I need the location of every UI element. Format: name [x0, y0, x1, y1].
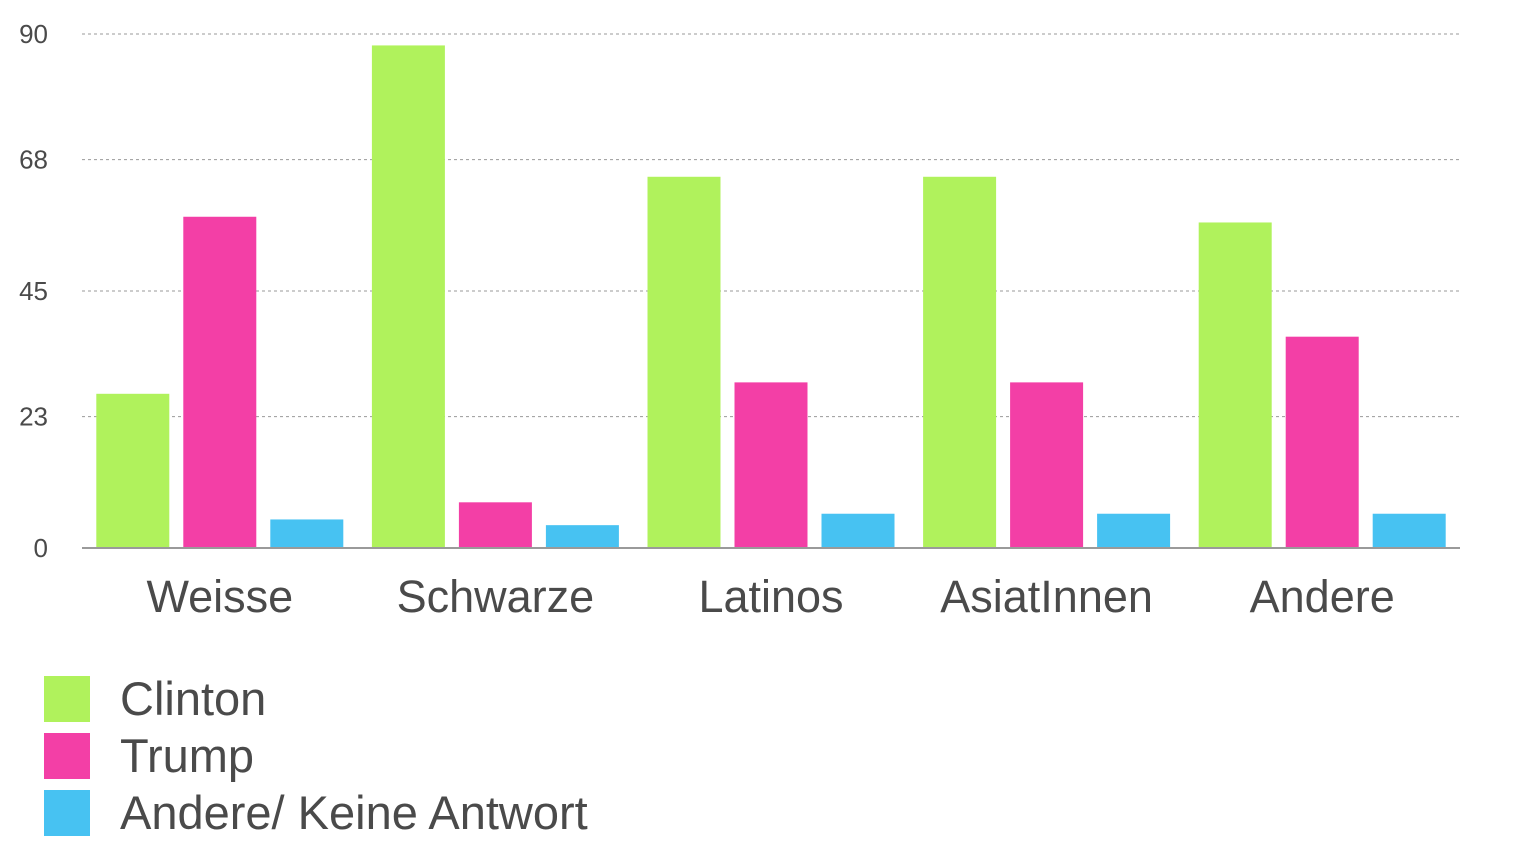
legend-swatch [44, 732, 90, 779]
legend-item: Trump [44, 727, 588, 784]
x-tick-label: AsiatInnen [940, 571, 1153, 622]
bar-clinton-asiatinnen [923, 176, 997, 548]
y-axis-ticks: 0 23 45 68 90 [19, 19, 48, 563]
x-tick-label: Latinos [698, 571, 843, 622]
legend-label: Trump [120, 729, 255, 782]
bar-clinton-latinos [647, 176, 721, 548]
x-tick-label: Andere [1250, 571, 1395, 622]
bar-andere-keine-antwort-weisse [270, 519, 344, 548]
bar-clinton-schwarze [371, 45, 445, 549]
bar-trump-weisse [183, 216, 257, 548]
bars [96, 45, 1446, 549]
x-axis-ticks: Weisse Schwarze Latinos AsiatInnen Andere [146, 571, 1394, 622]
bar-trump-asiatinnen [1010, 382, 1084, 548]
y-tick-label: 90 [19, 19, 48, 49]
bar-clinton-weisse [96, 393, 170, 548]
legend-label: Clinton [120, 672, 267, 725]
x-tick-label: Weisse [146, 571, 293, 622]
bar-andere-keine-antwort-asiatinnen [1097, 513, 1171, 548]
legend-item: Andere/ Keine Antwort [44, 784, 588, 841]
legend: Clinton Trump Andere/ Keine Antwort [44, 670, 588, 841]
legend-item: Clinton [44, 670, 588, 727]
bar-andere-keine-antwort-schwarze [545, 525, 619, 548]
bar-trump-andere [1285, 336, 1359, 548]
bar-clinton-andere [1198, 222, 1272, 548]
bar-andere-keine-antwort-latinos [821, 513, 895, 548]
x-tick-label: Schwarze [397, 571, 595, 622]
y-tick-label: 23 [19, 402, 48, 432]
legend-label: Andere/ Keine Antwort [120, 786, 588, 839]
y-tick-label: 68 [19, 145, 48, 175]
bar-trump-latinos [734, 382, 808, 548]
y-tick-label: 45 [19, 276, 48, 306]
legend-swatch [44, 789, 90, 836]
bar-trump-schwarze [458, 502, 532, 548]
bar-andere-keine-antwort-andere [1372, 513, 1446, 548]
y-tick-label: 0 [34, 533, 48, 563]
legend-swatch [44, 675, 90, 722]
